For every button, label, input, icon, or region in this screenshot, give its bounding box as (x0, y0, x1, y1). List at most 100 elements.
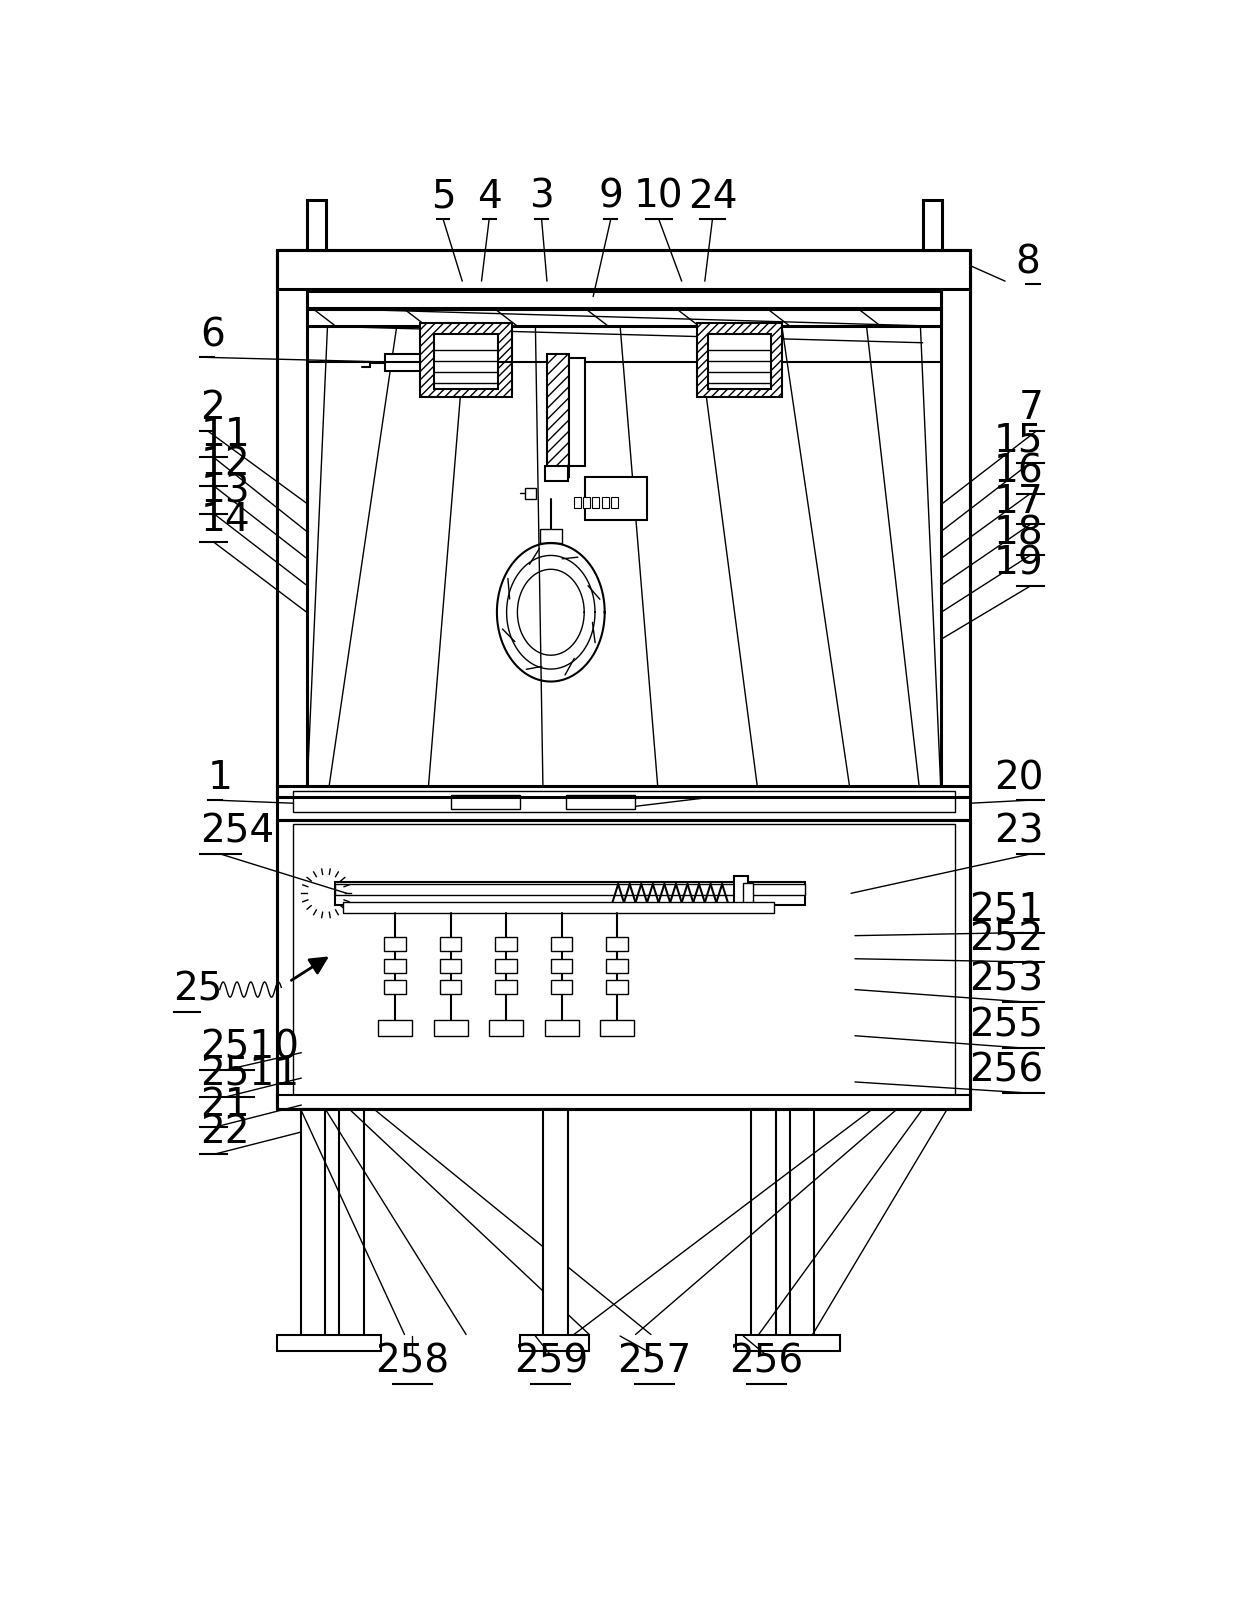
Bar (440, 937, 461, 952)
Text: 13: 13 (201, 472, 250, 510)
Text: 2510: 2510 (201, 1029, 299, 1067)
Text: 255: 255 (970, 1006, 1044, 1045)
Bar (278, 820, 971, 1109)
Bar (384, 958, 405, 973)
Bar (278, 250, 306, 798)
Bar (278, 1334, 382, 1351)
Bar (440, 981, 461, 993)
Bar (551, 958, 573, 973)
Bar (278, 250, 971, 289)
Bar (306, 201, 326, 250)
Bar (384, 981, 405, 993)
Text: 10: 10 (634, 178, 683, 215)
Bar (600, 1021, 634, 1035)
Bar (734, 876, 748, 912)
Text: 7: 7 (1019, 390, 1044, 427)
Bar (306, 291, 941, 308)
Bar (941, 250, 971, 798)
Text: 257: 257 (618, 1343, 692, 1380)
Text: 259: 259 (513, 1343, 588, 1380)
Text: 6: 6 (201, 316, 226, 355)
Bar (335, 881, 805, 905)
Bar (293, 823, 955, 1098)
Bar (543, 1109, 568, 1335)
Text: 9: 9 (599, 178, 624, 215)
Bar (593, 498, 599, 509)
Text: 15: 15 (994, 422, 1044, 459)
Bar (339, 1109, 363, 1335)
Bar (335, 884, 805, 896)
Text: 19: 19 (993, 546, 1044, 583)
Text: 253: 253 (970, 961, 1044, 998)
Bar (495, 937, 517, 952)
Bar (450, 794, 520, 809)
Bar (551, 981, 573, 993)
Bar (567, 794, 635, 809)
Text: 24: 24 (688, 178, 738, 215)
Bar (585, 478, 647, 520)
Bar (574, 498, 580, 509)
Bar (606, 981, 627, 993)
Bar (751, 1109, 776, 1335)
Text: 3: 3 (529, 178, 554, 215)
Bar (606, 958, 627, 973)
Text: 17: 17 (993, 483, 1044, 522)
Text: 22: 22 (201, 1114, 250, 1151)
Text: 5: 5 (430, 178, 455, 215)
Text: 12: 12 (201, 445, 250, 483)
Bar (544, 465, 568, 482)
Bar (547, 355, 568, 478)
Text: 2511: 2511 (201, 1056, 300, 1093)
Bar (343, 902, 774, 913)
Bar (278, 1095, 971, 1109)
Bar (384, 937, 405, 952)
Bar (544, 1021, 579, 1035)
Bar (708, 334, 771, 388)
Bar (490, 1021, 523, 1035)
Text: 20: 20 (994, 759, 1044, 798)
Bar (606, 937, 627, 952)
Bar (495, 958, 517, 973)
Bar (551, 937, 573, 952)
Text: 11: 11 (201, 416, 250, 454)
Text: 23: 23 (994, 814, 1044, 851)
Bar (525, 488, 536, 499)
Text: 18: 18 (994, 514, 1044, 552)
Bar (611, 498, 618, 509)
Bar (601, 498, 609, 509)
Bar (495, 981, 517, 993)
Text: 1: 1 (208, 759, 233, 798)
Bar (568, 358, 585, 465)
Bar (923, 201, 942, 250)
Bar (293, 791, 955, 812)
Bar (386, 355, 420, 371)
Bar (541, 530, 562, 542)
Text: 251: 251 (970, 891, 1044, 929)
Bar (306, 308, 941, 326)
Bar (697, 324, 781, 396)
Bar (278, 785, 971, 820)
Text: 2: 2 (201, 390, 226, 427)
Bar (735, 1334, 839, 1351)
Bar (743, 883, 753, 905)
Text: 258: 258 (376, 1343, 449, 1380)
Bar (520, 1334, 589, 1351)
Text: 25: 25 (174, 971, 223, 1010)
Text: 254: 254 (201, 814, 274, 851)
Text: 16: 16 (993, 453, 1044, 491)
Bar (440, 958, 461, 973)
Bar (434, 334, 498, 388)
Text: 256: 256 (970, 1051, 1044, 1090)
Text: 252: 252 (970, 921, 1044, 958)
Text: 4: 4 (477, 178, 501, 215)
Bar (583, 498, 590, 509)
Bar (420, 324, 512, 396)
Text: 14: 14 (201, 501, 250, 539)
Bar (434, 1021, 467, 1035)
Text: 21: 21 (201, 1087, 250, 1124)
Text: 256: 256 (729, 1343, 804, 1380)
Bar (378, 1021, 412, 1035)
Bar (300, 1109, 325, 1335)
Text: 8: 8 (1016, 242, 1040, 281)
Bar (790, 1109, 815, 1335)
